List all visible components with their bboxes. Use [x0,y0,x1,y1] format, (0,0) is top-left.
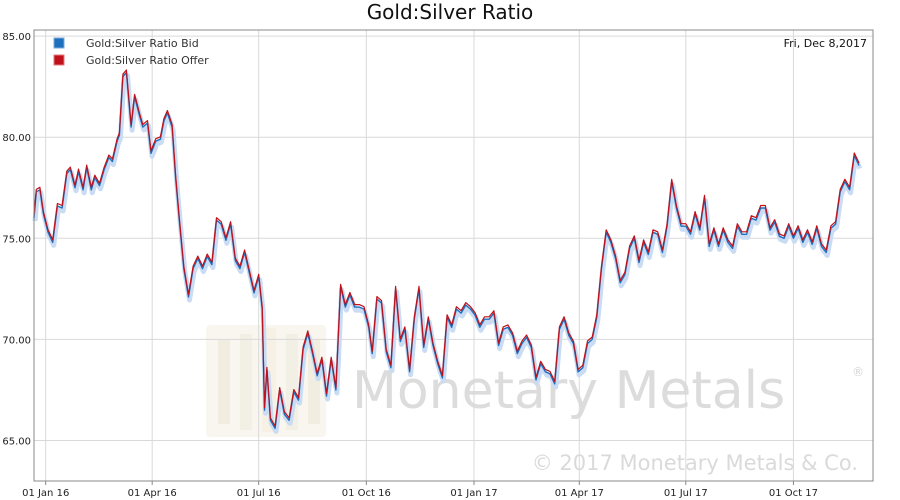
x-tick-label: 01 Jul 17 [664,488,708,499]
legend-label-bid: Gold:Silver Ratio Bid [86,37,199,50]
x-tick-label: 01 Jul 16 [237,488,281,499]
y-tick-label: 70.00 [2,335,31,346]
series-line-offer [33,69,860,427]
plot-frame [33,29,874,482]
watermark-copyright: © 2017 Monetary Metals & Co. [532,451,858,475]
y-tick-label: 75.00 [2,234,31,245]
grid [34,30,873,481]
x-axis: 01 Jan 16 01 Apr 16 01 Jul 16 01 Oct 16 01 J… [22,481,818,499]
x-tick-label: 01 Apr 17 [555,488,604,499]
y-axis: 65.00 70.00 75.00 80.00 85.00 [2,32,31,447]
watermark-brand: Monetary Metals [352,361,785,421]
legend-label-offer: Gold:Silver Ratio Offer [86,54,209,67]
x-tick-label: 01 Apr 16 [128,488,177,499]
watermark-registered: ® [852,365,864,379]
legend-swatch-bid [53,37,65,49]
legend-swatch-offer [53,54,65,66]
x-tick-label: 01 Oct 17 [769,488,818,499]
x-tick-label: 01 Oct 16 [342,488,391,499]
x-tick-label: 01 Jan 16 [22,488,69,499]
series-layer [32,69,863,434]
chart-title: Gold:Silver Ratio [367,0,534,24]
x-tick-label: 01 Jan 17 [450,488,497,499]
y-tick-label: 65.00 [2,437,31,448]
y-tick-label: 80.00 [2,133,31,144]
legend: Gold:Silver Ratio Bid Gold:Silver Ratio … [53,37,209,67]
y-tick-label: 85.00 [2,32,31,43]
date-label: Fri, Dec 8,2017 [784,37,867,50]
